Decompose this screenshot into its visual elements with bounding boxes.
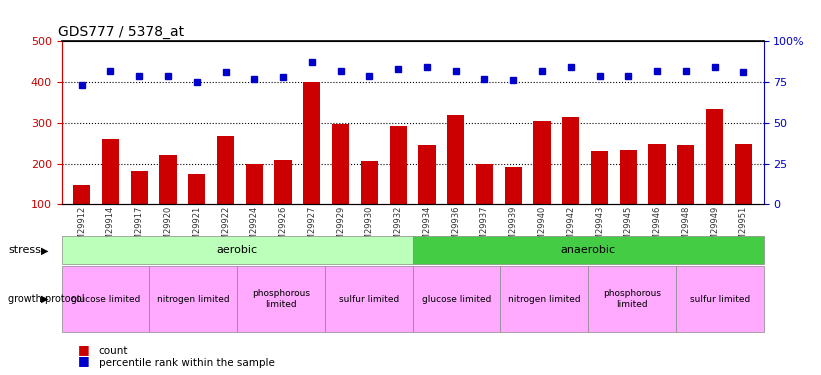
Bar: [476, 164, 493, 245]
Bar: [274, 160, 291, 245]
Text: anaerobic: anaerobic: [561, 245, 616, 255]
Bar: [620, 150, 637, 245]
Bar: [649, 144, 666, 245]
Bar: [591, 151, 608, 245]
Text: GDS777 / 5378_at: GDS777 / 5378_at: [58, 25, 184, 39]
Text: nitrogen limited: nitrogen limited: [157, 295, 230, 304]
Bar: [237, 266, 325, 332]
Text: aerobic: aerobic: [217, 245, 258, 255]
Bar: [677, 145, 695, 245]
Bar: [62, 236, 412, 264]
Bar: [149, 266, 237, 332]
Text: ▶: ▶: [41, 245, 49, 255]
Bar: [62, 266, 149, 332]
Bar: [534, 121, 551, 245]
Bar: [412, 236, 764, 264]
Bar: [706, 108, 723, 245]
Bar: [360, 161, 378, 245]
Bar: [500, 266, 588, 332]
Text: growth protocol: growth protocol: [8, 294, 85, 304]
Bar: [303, 82, 320, 245]
Text: count: count: [99, 346, 128, 356]
Bar: [188, 174, 205, 245]
Text: stress: stress: [8, 245, 41, 255]
Bar: [159, 155, 177, 245]
Bar: [389, 126, 406, 245]
Text: phosphorous
limited: phosphorous limited: [603, 290, 661, 309]
Text: ■: ■: [78, 343, 89, 356]
Text: glucose limited: glucose limited: [71, 295, 140, 304]
Bar: [102, 139, 119, 245]
Bar: [735, 144, 752, 245]
Text: phosphorous
limited: phosphorous limited: [252, 290, 310, 309]
Bar: [419, 145, 436, 245]
Text: percentile rank within the sample: percentile rank within the sample: [99, 357, 274, 368]
Bar: [562, 117, 580, 245]
Bar: [217, 136, 234, 245]
Bar: [325, 266, 412, 332]
Text: ■: ■: [78, 354, 89, 368]
Text: sulfur limited: sulfur limited: [338, 295, 399, 304]
Bar: [332, 124, 349, 245]
Text: glucose limited: glucose limited: [422, 295, 491, 304]
Bar: [412, 266, 500, 332]
Bar: [676, 266, 764, 332]
Bar: [588, 266, 676, 332]
Bar: [245, 164, 263, 245]
Bar: [447, 115, 465, 245]
Text: sulfur limited: sulfur limited: [690, 295, 750, 304]
Bar: [131, 171, 148, 245]
Bar: [505, 167, 522, 245]
Text: ▶: ▶: [41, 294, 49, 304]
Bar: [73, 185, 90, 245]
Text: nitrogen limited: nitrogen limited: [508, 295, 580, 304]
